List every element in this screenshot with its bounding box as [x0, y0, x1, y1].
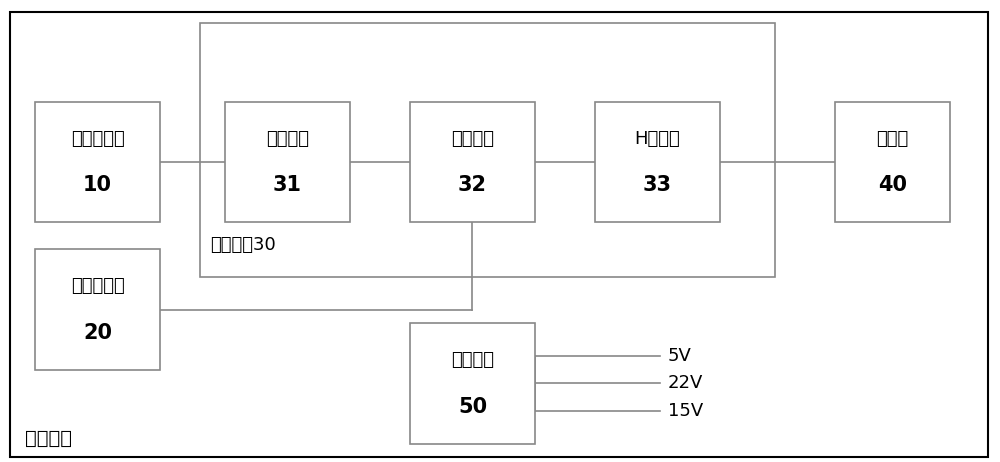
- Text: 整流单元: 整流单元: [266, 130, 309, 147]
- Text: 32: 32: [458, 175, 487, 195]
- Text: 直流输入端: 直流输入端: [71, 278, 124, 295]
- Bar: [835, 102, 950, 222]
- Text: 20: 20: [83, 322, 112, 343]
- Text: 交流输入端: 交流输入端: [71, 130, 124, 147]
- Bar: [595, 102, 720, 222]
- Bar: [410, 323, 535, 444]
- Text: 15V: 15V: [668, 402, 703, 420]
- Bar: [35, 102, 160, 222]
- Bar: [35, 249, 160, 370]
- Text: 31: 31: [273, 175, 302, 195]
- Text: 5V: 5V: [668, 347, 692, 365]
- Text: 50: 50: [458, 396, 487, 417]
- Bar: [200, 23, 775, 277]
- Text: 功率模块: 功率模块: [25, 429, 72, 448]
- Text: 输出端: 输出端: [876, 130, 909, 147]
- Text: H桥电路: H桥电路: [635, 130, 680, 147]
- Text: 储能单元: 储能单元: [451, 130, 494, 147]
- Text: 33: 33: [643, 175, 672, 195]
- Text: 电源单元: 电源单元: [451, 352, 494, 369]
- Text: 10: 10: [83, 175, 112, 195]
- Bar: [225, 102, 350, 222]
- Text: 22V: 22V: [668, 375, 703, 392]
- Text: 升压单制30: 升压单制30: [210, 236, 276, 254]
- Text: 40: 40: [878, 175, 907, 195]
- Bar: [410, 102, 535, 222]
